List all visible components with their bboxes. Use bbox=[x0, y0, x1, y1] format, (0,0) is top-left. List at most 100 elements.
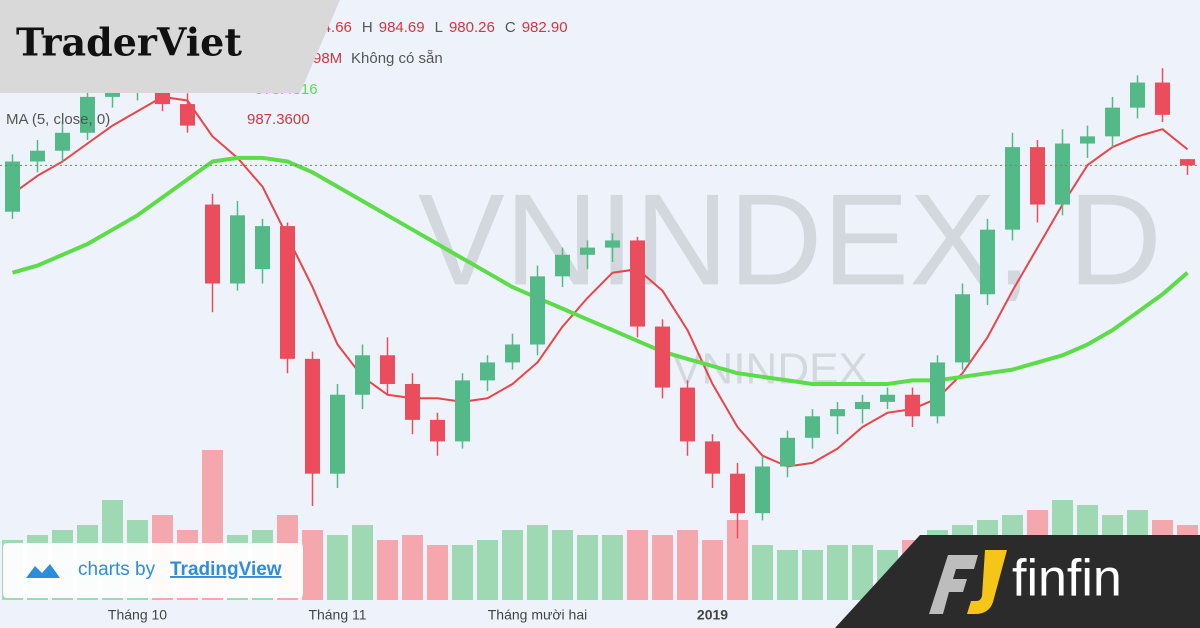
candles bbox=[0, 68, 1200, 539]
volume-bar bbox=[827, 545, 848, 600]
readout-key: L bbox=[435, 19, 443, 36]
ma-line bbox=[11, 155, 1189, 386]
ma-line bbox=[11, 95, 1189, 468]
candle-body bbox=[655, 326, 670, 388]
candle-body bbox=[205, 204, 220, 284]
candle-body bbox=[730, 473, 745, 514]
volume-bar bbox=[552, 530, 573, 600]
volume-bar bbox=[677, 530, 698, 600]
candle-body bbox=[380, 355, 395, 384]
volume-bar bbox=[302, 530, 323, 600]
badge-bg bbox=[3, 543, 303, 598]
candle-body bbox=[180, 104, 195, 126]
volume-bar bbox=[802, 550, 823, 600]
candle-body bbox=[1055, 143, 1070, 205]
candle-body bbox=[1180, 159, 1195, 166]
site-logo: TraderViet bbox=[16, 20, 242, 65]
candle-body bbox=[255, 226, 270, 270]
readout-key: H bbox=[362, 19, 373, 36]
candle-body bbox=[280, 226, 295, 359]
candle-body bbox=[230, 215, 245, 284]
readout-value: 984.69 bbox=[379, 19, 425, 36]
ma-short-value: 987.3600 bbox=[247, 111, 310, 128]
partner-logo-bg bbox=[835, 535, 1200, 628]
volume-bar bbox=[427, 545, 448, 600]
candle-body bbox=[105, 89, 120, 97]
volume-bar bbox=[452, 545, 473, 600]
x-tick-label: 2019 bbox=[697, 607, 728, 623]
candle-body bbox=[30, 150, 45, 162]
candle-body bbox=[1030, 147, 1045, 205]
volume-bar bbox=[652, 535, 673, 600]
partner-logo: finfin bbox=[1012, 550, 1122, 608]
candle-body bbox=[980, 229, 995, 295]
volume-bar bbox=[527, 525, 548, 600]
candle-body bbox=[405, 383, 420, 420]
volume-bar bbox=[402, 535, 423, 600]
candle-body bbox=[305, 358, 320, 474]
volume-bar bbox=[702, 540, 723, 600]
readout-value: 982.90 bbox=[522, 19, 568, 36]
candle-body bbox=[530, 276, 545, 345]
site-logo-bg bbox=[0, 0, 340, 93]
volume-bar bbox=[327, 535, 348, 600]
volume-bar bbox=[352, 525, 373, 600]
x-tick-label: Tháng mười hai bbox=[488, 607, 587, 623]
candle-body bbox=[455, 380, 470, 442]
badge-link[interactable]: TradingView bbox=[170, 559, 282, 580]
volume-bar bbox=[602, 535, 623, 600]
candle-body bbox=[630, 240, 645, 327]
candle-body bbox=[680, 387, 695, 442]
candle-body bbox=[930, 362, 945, 417]
partner-icon-left bbox=[929, 555, 978, 614]
volume-bar bbox=[752, 545, 773, 600]
ma-short-label: MA (5, close, 0) bbox=[6, 111, 110, 128]
candle-body bbox=[80, 96, 95, 133]
candle-body bbox=[855, 401, 870, 410]
badge-icon bbox=[26, 564, 60, 578]
ohlc-readout: 984.66 H 984.69 L 980.26 C 982.90 bbox=[306, 19, 568, 36]
candle-body bbox=[605, 240, 620, 248]
candle-body bbox=[1155, 82, 1170, 115]
ma-lines bbox=[11, 95, 1189, 468]
candle-body bbox=[1105, 107, 1120, 137]
candle-body bbox=[480, 362, 495, 381]
candle-body bbox=[580, 247, 595, 255]
candle-body bbox=[805, 416, 820, 438]
candle-body bbox=[830, 409, 845, 417]
candle-body bbox=[955, 294, 970, 363]
volume-bar bbox=[477, 540, 498, 600]
candle-body bbox=[1130, 82, 1145, 108]
candle-body bbox=[555, 254, 570, 277]
candle-body bbox=[1080, 136, 1095, 144]
x-tick-label: Tháng 10 bbox=[108, 607, 167, 623]
volume-bar bbox=[852, 545, 873, 600]
candle-body bbox=[780, 437, 795, 467]
candle-body bbox=[880, 394, 895, 402]
candle-body bbox=[1005, 147, 1020, 230]
candle-body bbox=[430, 419, 445, 442]
candle-body bbox=[705, 441, 720, 474]
candle-body bbox=[330, 394, 345, 474]
candle-body bbox=[5, 161, 20, 212]
badge-prefix: charts by bbox=[78, 559, 156, 580]
watermark: VNINDEX, D bbox=[418, 166, 1162, 312]
readout-key: C bbox=[505, 19, 516, 36]
sub-watermark: VNINDEX bbox=[672, 345, 868, 394]
readout-value: 980.26 bbox=[449, 19, 495, 36]
readout: 984.66 H 984.69 L 980.26 C 982.90 98M Không có… bbox=[6, 19, 568, 128]
candle-body bbox=[55, 132, 70, 151]
x-tick-label: Tháng 11 bbox=[308, 607, 366, 623]
volume-bar bbox=[727, 520, 748, 600]
x-labels: Tháng 10 Tháng 11 Tháng mười hai 2019 bbox=[108, 607, 728, 623]
volume-bar bbox=[502, 530, 523, 600]
candle-body bbox=[505, 344, 520, 363]
candle-body bbox=[905, 394, 920, 417]
volume-bar bbox=[377, 540, 398, 600]
candle-body bbox=[355, 355, 370, 395]
partner-icon-right bbox=[967, 550, 1007, 614]
volume-readout: 98M bbox=[313, 50, 342, 67]
volume-bar bbox=[627, 530, 648, 600]
